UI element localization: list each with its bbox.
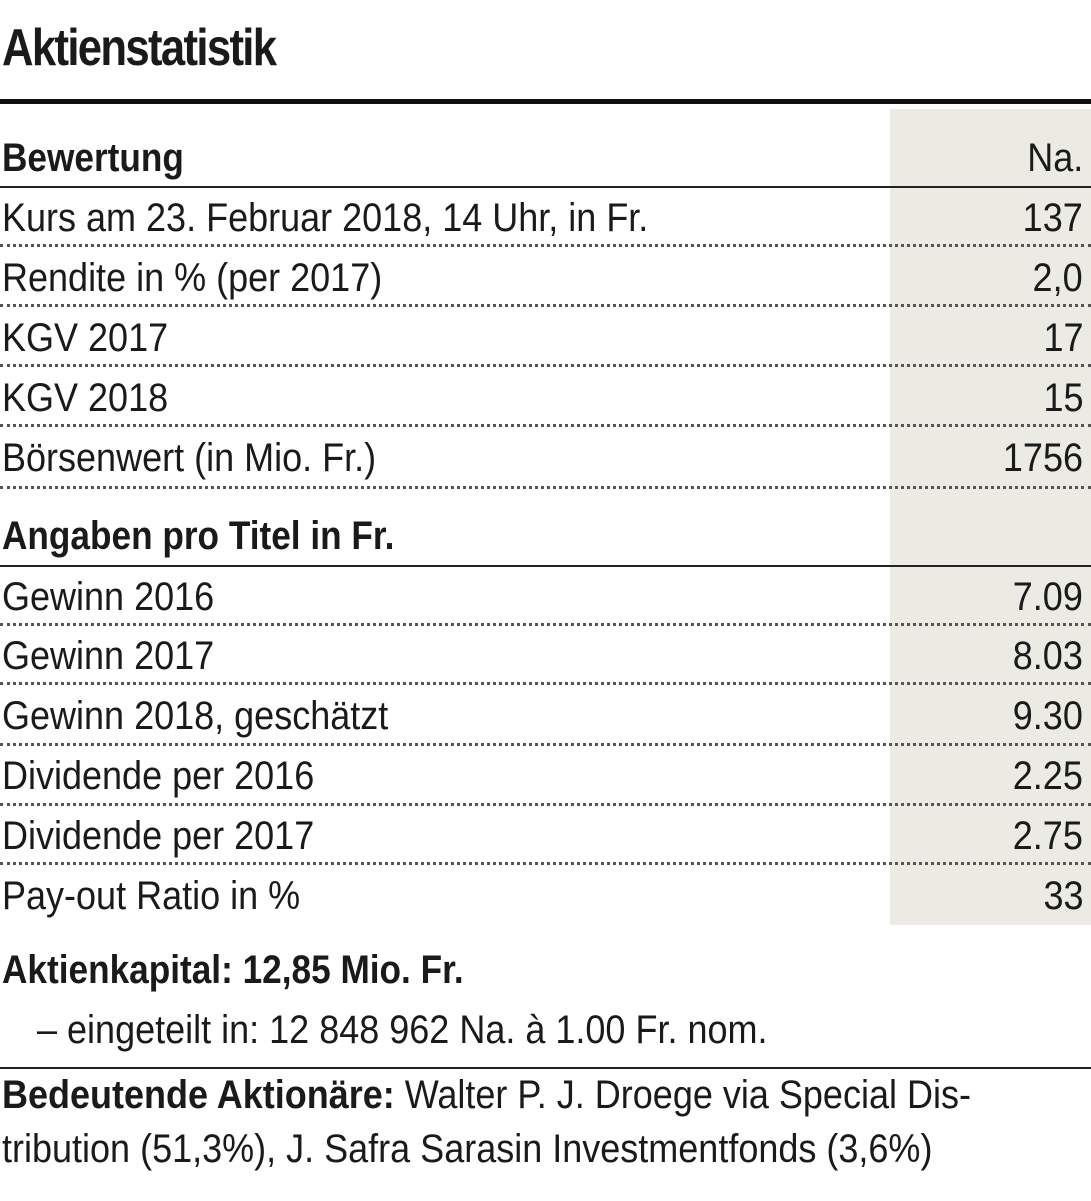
- row-label: Gewinn 2018, geschätzt: [2, 694, 389, 738]
- table-row: Gewinn 2016 7.09: [0, 566, 1091, 626]
- row-label: Rendite in % (per 2017): [2, 256, 383, 300]
- row-value: 1756: [1002, 436, 1083, 480]
- row-value: 2,0: [1032, 256, 1083, 300]
- major-shareholders: Bedeutende Aktionäre: Walter P. J. Droeg…: [2, 1073, 971, 1118]
- row-value: 17: [1042, 316, 1083, 360]
- row-label: KGV 2017: [2, 316, 169, 360]
- row-label: Gewinn 2016: [2, 575, 215, 619]
- shareholders-line2: tribution (51,3%), J. Safra Sarasin Inve…: [2, 1127, 933, 1171]
- section-header-angaben: Angaben pro Titel in Fr.: [0, 505, 1091, 565]
- table-row: Dividende per 2016 2.25: [0, 745, 1091, 805]
- row-value: 33: [1042, 874, 1083, 918]
- section-rule: [0, 186, 1091, 188]
- row-value: 2.25: [1012, 754, 1083, 798]
- row-value: 9.30: [1012, 694, 1083, 738]
- row-label: Dividende per 2016: [2, 754, 315, 798]
- row-divider: [0, 486, 1091, 489]
- row-value: 2.75: [1012, 814, 1083, 858]
- column-header: Na.: [1026, 136, 1083, 180]
- row-divider: [0, 623, 1091, 626]
- table-row: Gewinn 2017 8.03: [0, 625, 1091, 685]
- row-label: Dividende per 2017: [2, 814, 315, 858]
- row-divider: [0, 743, 1091, 746]
- section-label: Bewertung: [2, 136, 184, 180]
- section-label: Angaben pro Titel in Fr.: [2, 514, 395, 558]
- row-divider: [0, 682, 1091, 685]
- row-label: Gewinn 2017: [2, 634, 215, 678]
- row-divider: [0, 424, 1091, 427]
- row-label: Pay-out Ratio in %: [2, 874, 301, 918]
- row-label: KGV 2018: [2, 376, 169, 420]
- footer-rule: [0, 1067, 1091, 1069]
- share-division: – eingeteilt in: 12 848 962 Na. à 1.00 F…: [37, 1008, 768, 1052]
- row-divider: [0, 862, 1091, 865]
- row-value: 137: [1022, 196, 1083, 240]
- row-divider: [0, 304, 1091, 307]
- share-capital: Aktienkapital: 12,85 Mio. Fr.: [2, 948, 464, 992]
- section-header-bewertung: Bewertung Na.: [0, 127, 1091, 187]
- row-label: Börsenwert (in Mio. Fr.): [2, 436, 377, 480]
- table-row: Gewinn 2018, geschätzt 9.30: [0, 685, 1091, 745]
- row-divider: [0, 364, 1091, 367]
- row-value: 15: [1042, 376, 1083, 420]
- shareholders-label: Bedeutende Aktionäre:: [2, 1073, 395, 1117]
- section-rule: [0, 565, 1091, 567]
- row-label: Kurs am 23. Februar 2018, 14 Uhr, in Fr.: [2, 196, 649, 240]
- table-row: Pay-out Ratio in % 33: [0, 865, 1091, 925]
- row-value: 7.09: [1012, 575, 1083, 619]
- table-row: Kurs am 23. Februar 2018, 14 Uhr, in Fr.…: [0, 187, 1091, 247]
- shareholders-line1: Walter P. J. Droege via Special Dis-: [394, 1073, 971, 1117]
- table-row: Börsenwert (in Mio. Fr.) 1756: [0, 427, 1091, 487]
- table-row: KGV 2018 15: [0, 367, 1091, 427]
- row-divider: [0, 244, 1091, 247]
- page-title: Aktienstatistik: [2, 19, 277, 77]
- table-row: Dividende per 2017 2.75: [0, 805, 1091, 865]
- title-divider: [0, 99, 1091, 104]
- row-value: 8.03: [1012, 634, 1083, 678]
- table-row: Rendite in % (per 2017) 2,0: [0, 247, 1091, 307]
- row-divider: [0, 803, 1091, 806]
- table-row: KGV 2017 17: [0, 307, 1091, 367]
